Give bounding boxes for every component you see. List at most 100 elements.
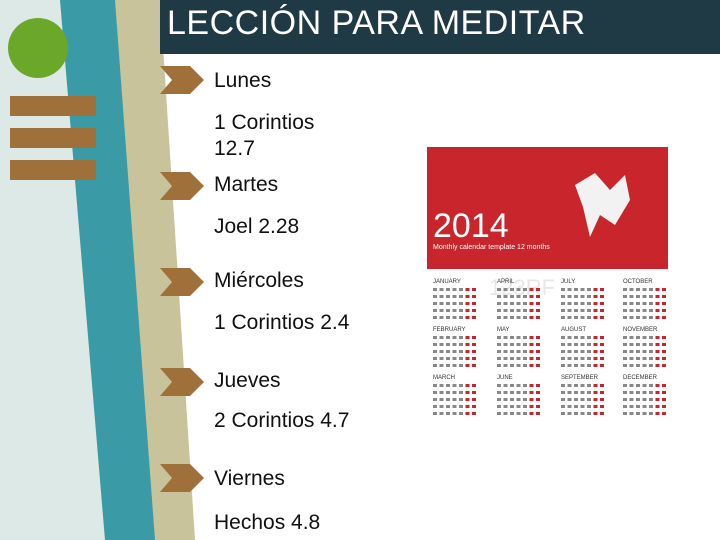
day-cell xyxy=(459,343,463,346)
day-cell xyxy=(433,391,437,394)
day-cell xyxy=(629,295,634,298)
day-cell xyxy=(567,398,572,401)
day-cell xyxy=(600,309,604,312)
day-cell xyxy=(452,398,457,401)
day-cell xyxy=(655,309,660,312)
day-cell xyxy=(636,309,640,312)
day-cell xyxy=(439,309,444,312)
day-cell xyxy=(503,309,508,312)
day-cell xyxy=(536,295,540,298)
day-cell xyxy=(459,405,463,408)
day-cell xyxy=(536,357,540,360)
day-cell xyxy=(649,350,653,353)
day-cell xyxy=(497,398,501,401)
day-cell xyxy=(567,336,572,339)
day-cell xyxy=(472,316,476,319)
day-cell xyxy=(561,357,565,360)
day-cell xyxy=(623,405,627,408)
day-cell xyxy=(561,412,565,415)
arrow-icon xyxy=(160,172,204,200)
day-cell xyxy=(574,295,578,298)
day-cell xyxy=(452,302,457,305)
day-cell xyxy=(536,412,540,415)
calendar-year: 2014 xyxy=(433,207,509,245)
day-cell xyxy=(465,343,470,346)
day-cell xyxy=(446,357,450,360)
day-cell xyxy=(446,302,450,305)
day-cell xyxy=(587,357,591,360)
day-cell xyxy=(587,316,591,319)
day-cell xyxy=(516,412,521,415)
day-cell xyxy=(649,295,653,298)
day-cell xyxy=(446,398,450,401)
arrow-icon xyxy=(160,268,204,296)
day-cell xyxy=(642,357,647,360)
day-cell xyxy=(600,364,604,367)
day-cell xyxy=(662,336,666,339)
day-cell xyxy=(433,295,437,298)
day-cell xyxy=(561,391,565,394)
day-cell xyxy=(439,295,444,298)
day-cell xyxy=(465,405,470,408)
day-cell xyxy=(459,288,463,291)
day-cell xyxy=(574,398,578,401)
day-cell xyxy=(574,384,578,387)
arrow-icon xyxy=(160,66,204,94)
day-cell xyxy=(574,302,578,305)
day-cell xyxy=(536,364,540,367)
day-cell xyxy=(580,398,585,401)
day-cell xyxy=(472,302,476,305)
day-cell xyxy=(503,295,508,298)
day-cell xyxy=(649,288,653,291)
month-label: FEBRUARY xyxy=(433,327,466,333)
day-cell xyxy=(516,309,521,312)
day-cell xyxy=(465,316,470,319)
day-cell xyxy=(433,316,437,319)
month-label: APRIL xyxy=(497,279,515,285)
day-cell xyxy=(574,288,578,291)
day-cell xyxy=(472,364,476,367)
day-cell xyxy=(623,412,627,415)
day-cell xyxy=(593,391,598,394)
day-cell xyxy=(561,343,565,346)
day-cell xyxy=(593,350,598,353)
day-cell xyxy=(629,391,634,394)
day-cell xyxy=(503,336,508,339)
day-cell xyxy=(623,288,627,291)
day-cell xyxy=(446,288,450,291)
day-cell xyxy=(662,357,666,360)
day-cell xyxy=(503,391,508,394)
day-cell xyxy=(536,384,540,387)
day-cell xyxy=(623,295,627,298)
day-cell xyxy=(516,384,521,387)
day-cell xyxy=(655,316,660,319)
day-cell xyxy=(629,398,634,401)
day-cell xyxy=(510,391,514,394)
day-cell xyxy=(567,343,572,346)
day-cell xyxy=(459,391,463,394)
day-cell xyxy=(587,343,591,346)
day-cell xyxy=(433,364,437,367)
day-cell xyxy=(623,357,627,360)
day-cell xyxy=(503,343,508,346)
day-cell xyxy=(655,357,660,360)
day-cell xyxy=(510,316,514,319)
day-cell xyxy=(523,343,527,346)
day-cell xyxy=(516,302,521,305)
month-label: JUNE xyxy=(497,375,513,381)
left-decoration xyxy=(0,0,195,540)
day-cell xyxy=(439,336,444,339)
day-cell xyxy=(642,295,647,298)
day-cell xyxy=(446,412,450,415)
day-cell xyxy=(523,309,527,312)
day-cell xyxy=(629,364,634,367)
day-cell xyxy=(587,412,591,415)
day-cell xyxy=(561,405,565,408)
day-cell xyxy=(497,364,501,367)
day-cell xyxy=(459,295,463,298)
day-cell xyxy=(472,384,476,387)
day-cell xyxy=(523,364,527,367)
day-cell xyxy=(516,405,521,408)
day-cell xyxy=(623,336,627,339)
day-cell xyxy=(567,295,572,298)
